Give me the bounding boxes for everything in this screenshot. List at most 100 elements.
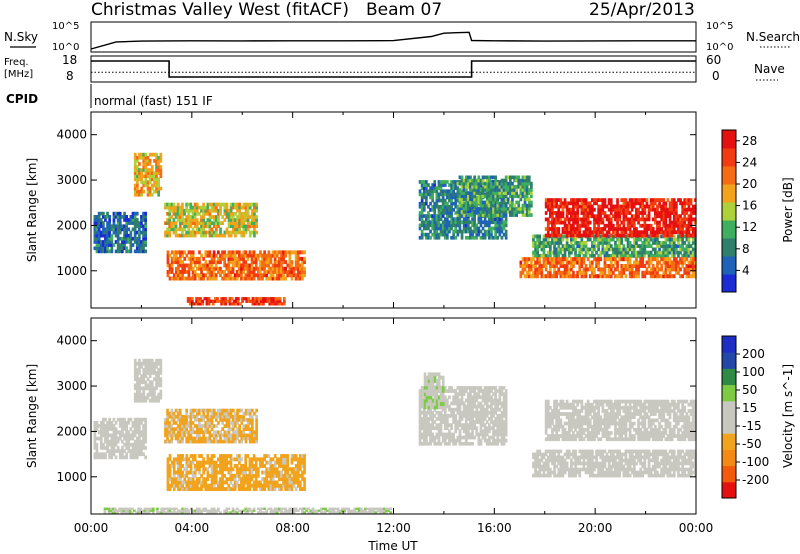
heatmap-cell-1-5-10 — [144, 368, 148, 372]
heatmap-cell-2-6-4 — [176, 427, 180, 431]
heatmap-cell-2-12-8 — [189, 208, 193, 213]
heatmap-cell-1-12-7 — [159, 171, 163, 175]
heatmap-cell-3-38-3 — [246, 266, 250, 271]
heatmap-cell-7-46-2 — [628, 247, 632, 252]
heatmap-cell-3-10-3 — [187, 477, 191, 482]
heatmap-cell-3-9-8 — [185, 460, 189, 465]
heatmap-cell-9-55-1 — [660, 230, 663, 235]
heatmap-cell-5-15-8 — [450, 211, 453, 215]
nsky-tick-high: 10^5 — [52, 21, 79, 32]
heatmap-cell-5-36-11 — [494, 201, 497, 206]
heatmap-cell-1-1-2 — [136, 186, 139, 191]
heatmap-cell-8-10-2 — [540, 267, 544, 272]
heatmap-cell-8-64-5 — [654, 257, 657, 262]
heatmap-cell-3-28-3 — [225, 477, 229, 482]
heatmap-cell-2-0-2 — [164, 433, 167, 438]
heatmap-cell-5-13-1 — [446, 232, 449, 237]
heatmap-cell-2-16-9 — [198, 411, 201, 416]
heatmap-cell-9-33-8 — [614, 207, 617, 212]
heatmap-cell-7-57-0 — [651, 253, 655, 258]
heatmap-cell-6-12-4 — [481, 200, 485, 205]
heatmap-cell-9-33-0 — [614, 233, 617, 238]
heatmap-cell-8-37-2 — [597, 267, 600, 272]
heatmap-cell-9-6-4 — [557, 220, 561, 225]
heatmap-cell-6-13-9 — [483, 184, 487, 189]
heatmap-cell-7-54-1 — [645, 250, 649, 255]
heatmap-cell-2-33-5 — [234, 424, 237, 428]
heatmap-cell-6-32-9 — [523, 184, 527, 189]
heatmap-cell-0-12-6 — [118, 230, 122, 235]
heatmap-cell-6-7-5 — [471, 197, 474, 202]
heatmap-cell-5-12-6 — [443, 217, 447, 221]
heatmap-cell-2-16-2 — [198, 227, 201, 232]
heatmap-cell-0-12-10 — [118, 218, 122, 222]
heatmap-cell-3-11-1 — [189, 483, 193, 488]
heatmap-cell-2-25-3 — [217, 224, 220, 229]
heatmap-cell-2-35-3 — [238, 430, 241, 435]
heatmap-cell-9-41-11 — [630, 198, 634, 202]
heatmap-cell-4-39-2 — [268, 297, 272, 301]
heatmap-cell-7-39-0 — [614, 253, 617, 258]
heatmap-cell-9-26-1 — [599, 230, 603, 235]
heatmap-cell-3-4-7 — [175, 253, 178, 258]
heatmap-cell-2-12-8 — [189, 414, 193, 419]
heatmap-cell-3-32-1 — [233, 273, 237, 278]
heatmap-cell-1-1-9 — [136, 371, 139, 375]
heatmap-cell-2-4-9 — [172, 205, 176, 210]
heatmap-cell-7-12-3 — [557, 244, 561, 248]
heatmap-cell-8-65-1 — [656, 270, 659, 275]
heatmap-cell-3-61-1 — [294, 273, 298, 278]
heatmap-cell-1-8-11 — [150, 365, 154, 369]
heatmap-cell-2-41-7 — [251, 212, 254, 216]
heatmap-cell-9-25-7 — [597, 211, 600, 215]
heatmap-cell-5-16-15 — [452, 189, 455, 194]
heatmap-cell-2-43-6 — [255, 215, 258, 219]
heatmap-cell-0-17-1 — [129, 246, 133, 251]
heatmap-cell-2-38-7 — [244, 212, 248, 216]
heatmap-cell-5-37-2 — [496, 229, 500, 234]
heatmap-cell-0-17-5 — [129, 233, 133, 238]
heatmap-cell-9-48-11 — [645, 198, 649, 202]
heatmap-cell-6-29-6 — [517, 194, 521, 199]
heatmap-cell-0-17-1 — [129, 452, 133, 457]
heatmap-cell-6-13-8 — [483, 188, 487, 192]
heatmap-cell-3-31-0 — [231, 487, 235, 491]
heatmap-cell-8-48-1 — [620, 270, 624, 275]
heatmap-cell-9-55-6 — [660, 214, 663, 219]
heatmap-cell-5-31-7 — [483, 214, 487, 218]
heatmap-cell-3-47-1 — [265, 273, 269, 278]
heatmap-cell-9-48-2 — [645, 227, 649, 231]
heatmap-cell-2-21-6 — [208, 421, 212, 425]
heatmap-cell-7-51-1 — [639, 250, 642, 255]
heatmap-cell-7-39-4 — [614, 241, 617, 245]
heatmap-cell-7-8-3 — [549, 244, 552, 248]
heatmap-cell-9-25-6 — [597, 214, 600, 219]
heatmap-cell-9-30-8 — [607, 207, 611, 212]
heatmap-cell-5-13-6 — [446, 217, 449, 221]
heatmap-cell-5-10-18 — [439, 180, 443, 184]
heatmap-cell-3-35-1 — [240, 483, 243, 488]
heatmap-cell-9-34-11 — [616, 198, 619, 202]
heatmap-cell-2-19-4 — [204, 427, 208, 431]
heatmap-cell-8-78-2 — [683, 267, 687, 272]
heatmap-cell-1-12-11 — [159, 159, 163, 163]
heatmap-cell-2-28-8 — [223, 208, 227, 213]
heatmap-cell-3-9-0 — [185, 487, 189, 491]
heatmap-cell-3-31-9 — [231, 457, 235, 462]
heatmap-cell-2-38-4 — [244, 427, 248, 431]
heatmap-cell-2-35-3 — [238, 224, 241, 229]
heatmap-cell-3-29-0 — [227, 276, 231, 281]
heatmap-cell-2-36-3 — [240, 430, 244, 435]
heatmap-cell-8-5-3 — [530, 264, 533, 268]
heatmap-cell-6-14-8 — [485, 188, 489, 192]
heatmap-cell-2-16-4 — [198, 221, 201, 225]
heatmap-cell-0-12-7 — [118, 433, 122, 438]
heatmap-cell-6-9-11 — [475, 178, 479, 183]
heatmap-cell-5-11-14 — [441, 192, 445, 197]
heatmap-cell-6-13-3 — [483, 203, 487, 208]
heatmap-cell-0-9-6 — [112, 436, 116, 441]
heatmap-cell-0-2-2 — [97, 243, 101, 247]
heatmap-cell-0-24-8 — [144, 430, 147, 435]
heatmap-cell-9-43-11 — [635, 198, 638, 202]
heatmap-cell-3-31-6 — [231, 467, 235, 472]
